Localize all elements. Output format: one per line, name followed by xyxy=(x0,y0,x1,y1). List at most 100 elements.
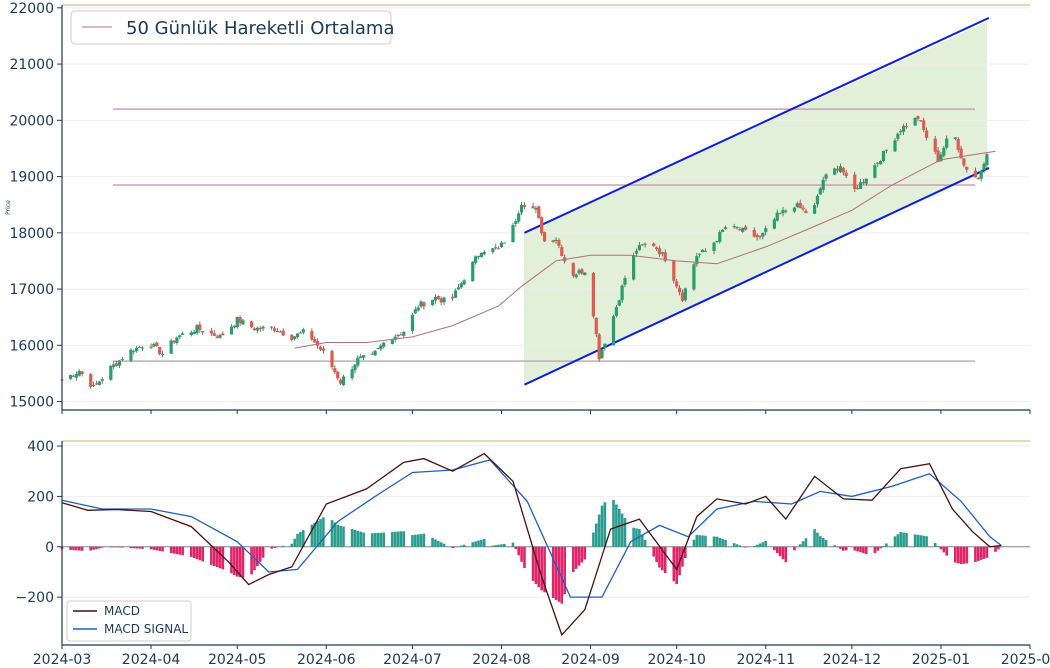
candle xyxy=(876,162,880,164)
candle xyxy=(178,335,182,338)
histogram-bar xyxy=(543,546,546,593)
legend-label-ma: 50 Günlük Hareketli Ortalama xyxy=(126,18,394,39)
price-y-tick-label: 15000 xyxy=(9,395,54,411)
candle xyxy=(514,220,518,224)
histogram-bar xyxy=(965,546,969,564)
candle xyxy=(120,359,124,361)
histogram-bar xyxy=(210,546,213,565)
histogram-bar xyxy=(514,546,518,549)
candle xyxy=(519,204,524,213)
histogram-bar xyxy=(422,533,426,547)
candle xyxy=(155,342,159,347)
histogram-bar xyxy=(985,546,989,558)
histogram-bar xyxy=(158,546,161,551)
candle xyxy=(215,336,219,339)
candle xyxy=(919,120,923,122)
candle xyxy=(278,331,282,333)
histogram-bar xyxy=(353,529,357,547)
histogram-bar xyxy=(503,543,506,547)
candle xyxy=(577,270,581,274)
histogram-bar xyxy=(172,546,176,554)
histogram-bar xyxy=(279,546,282,548)
histogram-bar xyxy=(258,546,262,562)
candle xyxy=(172,340,176,343)
histogram-bar xyxy=(299,531,302,547)
channel-fill-edge xyxy=(523,232,525,385)
histogram-bar xyxy=(620,513,624,547)
candle xyxy=(537,206,541,219)
candle xyxy=(129,349,133,361)
histogram-bar xyxy=(281,545,285,547)
histogram-bar xyxy=(391,531,394,547)
candle xyxy=(657,248,662,255)
candle xyxy=(229,326,234,335)
histogram-bar xyxy=(138,546,141,549)
candle xyxy=(310,330,314,340)
histogram-bar xyxy=(342,526,345,547)
candle xyxy=(778,213,782,215)
candle xyxy=(838,166,843,172)
candle xyxy=(603,343,607,348)
histogram-bar xyxy=(419,534,423,547)
histogram-bar xyxy=(169,546,173,554)
histogram-bar xyxy=(864,546,868,554)
histogram-bar xyxy=(414,534,417,547)
histogram-bar xyxy=(152,546,156,550)
histogram-bar xyxy=(494,545,498,547)
histogram-bar xyxy=(121,546,124,548)
candle xyxy=(893,140,897,152)
histogram-bar xyxy=(945,546,949,556)
histogram-bar xyxy=(655,546,658,563)
histogram-bar xyxy=(359,531,363,547)
histogram-bar xyxy=(370,533,374,547)
histogram-bar xyxy=(218,546,222,569)
candle xyxy=(471,261,475,282)
candle xyxy=(433,296,438,301)
histogram-bar xyxy=(652,546,656,557)
candle xyxy=(91,384,96,386)
histogram-bar xyxy=(623,518,627,547)
candle xyxy=(652,243,656,247)
histogram-bar xyxy=(471,542,475,547)
histogram-bar xyxy=(256,546,259,567)
candle xyxy=(169,340,173,354)
price-y-tick-label: 18000 xyxy=(9,226,54,242)
candle xyxy=(675,281,679,287)
price-y-tick-label: 16000 xyxy=(9,338,54,354)
histogram-bar xyxy=(482,538,486,547)
histogram-bar xyxy=(712,536,716,547)
candle xyxy=(695,256,699,265)
macd-y-tick-label: 0 xyxy=(45,540,54,556)
histogram-bar xyxy=(841,546,845,551)
candle xyxy=(522,205,527,207)
candle xyxy=(735,227,739,229)
candle xyxy=(100,379,104,381)
price-y-axis-label: Price xyxy=(5,200,12,215)
candle xyxy=(531,206,535,209)
histogram-bar xyxy=(640,534,644,547)
histogram-bar xyxy=(658,546,661,568)
candle xyxy=(571,263,575,276)
candle xyxy=(879,161,883,165)
histogram-bar xyxy=(270,546,273,549)
histogram-bar xyxy=(876,546,880,551)
candle xyxy=(637,245,641,251)
histogram-bar xyxy=(781,546,785,560)
histogram-bar xyxy=(431,537,434,547)
candle xyxy=(218,335,222,338)
candle xyxy=(922,120,926,130)
histogram-bar xyxy=(178,546,182,555)
histogram-bar xyxy=(853,546,857,551)
candle xyxy=(936,150,940,162)
histogram-bar xyxy=(500,544,503,547)
candle xyxy=(290,334,294,340)
candle xyxy=(640,244,644,246)
histogram-bar xyxy=(695,534,699,547)
candle xyxy=(896,133,900,139)
histogram-bar xyxy=(198,546,202,561)
x-tick-label: 2025-01 xyxy=(912,652,971,668)
histogram-bar xyxy=(600,505,604,547)
candle xyxy=(382,342,386,347)
candle xyxy=(833,168,837,175)
candle xyxy=(209,330,213,334)
